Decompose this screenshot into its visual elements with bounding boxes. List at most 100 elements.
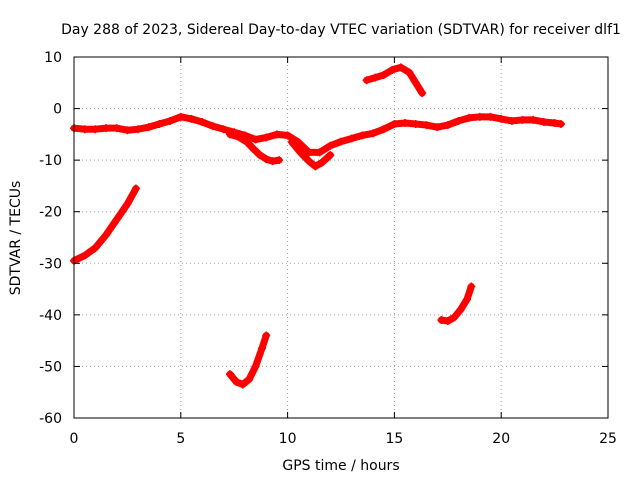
data-point xyxy=(249,144,258,153)
data-point xyxy=(198,117,207,126)
data-point xyxy=(91,125,100,134)
data-point xyxy=(287,138,296,147)
data-point xyxy=(304,157,313,166)
data-point xyxy=(390,120,399,129)
data-point xyxy=(255,150,264,159)
data-point xyxy=(405,68,414,77)
data-point xyxy=(257,344,266,353)
x-tick-label: 15 xyxy=(385,431,403,447)
data-point xyxy=(144,123,153,132)
series-main-band xyxy=(70,113,565,156)
series-evening-rise xyxy=(437,282,475,325)
data-point xyxy=(102,230,111,239)
series-dip-band xyxy=(288,138,334,170)
data-point xyxy=(112,215,121,224)
data-point xyxy=(243,138,252,147)
data-point xyxy=(411,120,420,129)
plot-frame xyxy=(73,56,609,419)
data-point xyxy=(529,115,538,124)
data-point xyxy=(443,317,452,326)
data-point xyxy=(379,71,388,80)
ticks: 0 5 10 15 20 25 -60 -50 -40 -30 -20 -10 0 10 xyxy=(39,50,617,447)
data-point xyxy=(507,116,516,125)
y-tick-label: -10 xyxy=(39,153,62,169)
data-point xyxy=(208,122,217,131)
data-point xyxy=(251,362,260,371)
data-point xyxy=(225,130,234,139)
series-layer xyxy=(70,63,566,389)
data-point xyxy=(411,78,420,87)
data-point xyxy=(123,199,132,208)
data-point xyxy=(358,131,367,140)
data-point xyxy=(454,116,463,125)
data-point xyxy=(315,148,324,157)
data-point xyxy=(262,331,271,340)
y-axis-label: SDTVAR / TECUs xyxy=(8,181,24,296)
chart-title: Day 288 of 2023, Sidereal Day-to-day VTE… xyxy=(61,22,621,38)
x-tick-label: 20 xyxy=(492,431,510,447)
data-point xyxy=(304,148,313,157)
data-point xyxy=(80,125,89,134)
data-point xyxy=(396,63,405,72)
data-point xyxy=(268,157,277,166)
data-point xyxy=(465,113,474,122)
data-point xyxy=(134,125,143,134)
data-point xyxy=(296,148,305,157)
data-point xyxy=(272,130,281,139)
data-point xyxy=(443,121,452,130)
data-point xyxy=(225,370,234,379)
data-point xyxy=(262,133,271,142)
data-point xyxy=(337,137,345,146)
data-point xyxy=(326,150,335,159)
y-tick-label: -60 xyxy=(39,411,62,427)
y-tick-label: 10 xyxy=(44,50,62,66)
y-tick-label: -50 xyxy=(39,359,62,375)
data-point xyxy=(238,380,247,389)
x-tick-label: 0 xyxy=(70,431,79,447)
data-point xyxy=(317,158,326,167)
data-point xyxy=(166,116,175,125)
data-point xyxy=(91,243,100,252)
data-point xyxy=(557,120,566,129)
data-point xyxy=(418,89,427,98)
data-point xyxy=(187,114,196,123)
x-tick-label: 10 xyxy=(279,431,297,447)
data-point xyxy=(102,124,111,133)
data-point xyxy=(283,131,292,140)
data-point xyxy=(311,162,320,171)
data-point xyxy=(539,117,548,126)
data-point xyxy=(123,126,132,135)
data-point xyxy=(467,282,476,291)
x-tick-label: 5 xyxy=(176,431,185,447)
data-point xyxy=(379,125,388,134)
data-point xyxy=(486,112,495,121)
data-point xyxy=(371,73,380,82)
data-point xyxy=(518,115,527,124)
data-point xyxy=(155,120,164,129)
data-point xyxy=(475,112,484,121)
data-point xyxy=(262,155,271,164)
y-tick-label: -40 xyxy=(39,308,62,324)
series-mid-dip xyxy=(226,331,270,388)
data-point xyxy=(362,76,371,85)
data-point xyxy=(369,129,378,138)
y-tick-label: -30 xyxy=(39,256,62,272)
data-point xyxy=(422,121,431,130)
data-point xyxy=(450,313,459,322)
x-axis-label: GPS time / hours xyxy=(282,458,399,474)
data-point xyxy=(326,141,335,150)
data-point xyxy=(232,377,241,386)
data-point xyxy=(347,134,356,143)
x-tick-label: 25 xyxy=(599,431,617,447)
grid xyxy=(74,57,608,418)
data-point xyxy=(463,295,472,304)
data-point xyxy=(437,316,446,325)
data-point xyxy=(176,112,185,121)
data-point xyxy=(251,135,260,144)
data-point xyxy=(550,119,559,128)
y-tick-label: 0 xyxy=(53,102,62,118)
y-tick-label: -20 xyxy=(39,205,62,221)
data-point xyxy=(80,251,89,260)
data-point xyxy=(234,132,243,141)
